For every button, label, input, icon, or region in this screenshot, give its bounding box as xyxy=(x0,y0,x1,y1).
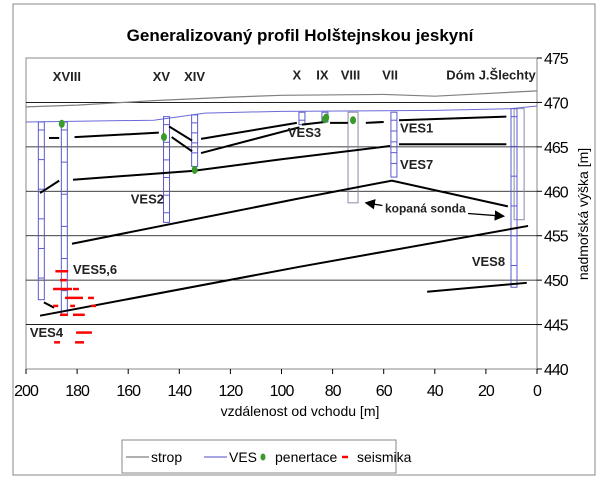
interpreted-boundary-line xyxy=(71,179,509,245)
annotation-label: VES5,6 xyxy=(73,262,117,277)
y-tick-label: 455 xyxy=(544,229,569,246)
chart-border xyxy=(12,3,596,476)
y-tick-label: 470 xyxy=(544,95,569,112)
annotation-label: VES1 xyxy=(400,121,433,136)
interpreted-boundary-line xyxy=(74,131,159,139)
penetrace-point xyxy=(323,113,330,122)
x-tick-label: 80 xyxy=(325,383,342,400)
interpreted-boundary-line xyxy=(43,301,55,309)
legend-label: penertace xyxy=(275,449,337,465)
x-tick-label: 140 xyxy=(167,383,192,400)
annotation-label: VES2 xyxy=(131,192,164,207)
arrow-annotation xyxy=(364,199,383,210)
interpreted-boundary-line xyxy=(39,179,60,194)
kopana-sonda-column xyxy=(513,108,525,221)
annotation-label: kopaná sonda xyxy=(385,202,466,216)
x-tick-label: 180 xyxy=(65,383,90,400)
legend-label: strop xyxy=(151,449,182,465)
x-tick-label: 40 xyxy=(427,383,444,400)
interpreted-boundary-line xyxy=(39,224,529,317)
legend: strop VES penertace seismika xyxy=(121,439,412,474)
interpreted-boundary-line xyxy=(72,144,391,181)
annotation-label: X xyxy=(292,67,301,82)
interpreted-boundary-line xyxy=(365,120,384,124)
annotation-label: VIII xyxy=(341,67,361,82)
annotation-label: IX xyxy=(316,67,329,82)
strop-line xyxy=(25,90,538,108)
arrow-annotation xyxy=(467,210,506,221)
x-tick-label: 20 xyxy=(478,383,495,400)
penetrace-point xyxy=(160,133,167,142)
x-tick-label: 60 xyxy=(376,383,393,400)
annotation-label: Dóm J.Šlechty xyxy=(446,67,536,82)
x-tick-label: 200 xyxy=(14,383,39,400)
x-tick-label: 120 xyxy=(219,383,244,400)
y-axis-label: nadmořská výška [m] xyxy=(575,148,591,280)
x-tick-label: 100 xyxy=(270,383,295,400)
annotation-label: VES8 xyxy=(472,254,505,269)
annotation-label: XIV xyxy=(184,69,205,84)
kopana-sonda-column xyxy=(347,111,359,204)
y-tick-label: 465 xyxy=(544,140,569,157)
chart-title: Generalizovaný profil Holštejnskou jesky… xyxy=(127,26,475,45)
interpreted-boundary-line xyxy=(200,121,297,140)
y-tick-label: 450 xyxy=(544,273,569,290)
y-tick-label: 445 xyxy=(544,318,569,335)
interpreted-boundary-line xyxy=(171,136,193,153)
annotation-label: VES4 xyxy=(30,325,64,340)
legend-label: VES xyxy=(229,449,257,465)
ves-column xyxy=(163,116,171,223)
interpreted-boundary-line xyxy=(200,126,300,155)
interpreted-boundary-line xyxy=(398,115,507,122)
x-axis-label: vzdálenost od vchodu [m] xyxy=(221,403,380,419)
annotation-label: XVIII xyxy=(53,69,81,84)
penetrace-point xyxy=(350,116,357,125)
legend-swatch-penertace xyxy=(260,453,266,461)
ves-column xyxy=(390,111,398,178)
interpreted-boundary-line xyxy=(427,281,527,293)
annotation-label: XV xyxy=(153,69,171,84)
legend-label: seismika xyxy=(357,449,412,465)
x-tick-label: 160 xyxy=(116,383,141,400)
ves-column xyxy=(37,121,45,301)
penetrace-point xyxy=(191,165,198,174)
annotation-label: VES3 xyxy=(288,125,321,140)
annotation-label: VES7 xyxy=(400,157,433,172)
x-tick-label: 0 xyxy=(533,383,542,400)
interpreted-boundary-line xyxy=(301,120,326,126)
y-tick-label: 475 xyxy=(544,51,569,68)
y-tick-label: 460 xyxy=(544,184,569,201)
penetrace-point xyxy=(58,119,65,128)
legend-box xyxy=(121,439,397,474)
ves-column xyxy=(510,108,518,288)
interpreted-boundary-line xyxy=(168,125,193,142)
y-tick-label: 440 xyxy=(544,362,569,379)
annotation-label: VII xyxy=(382,67,398,82)
